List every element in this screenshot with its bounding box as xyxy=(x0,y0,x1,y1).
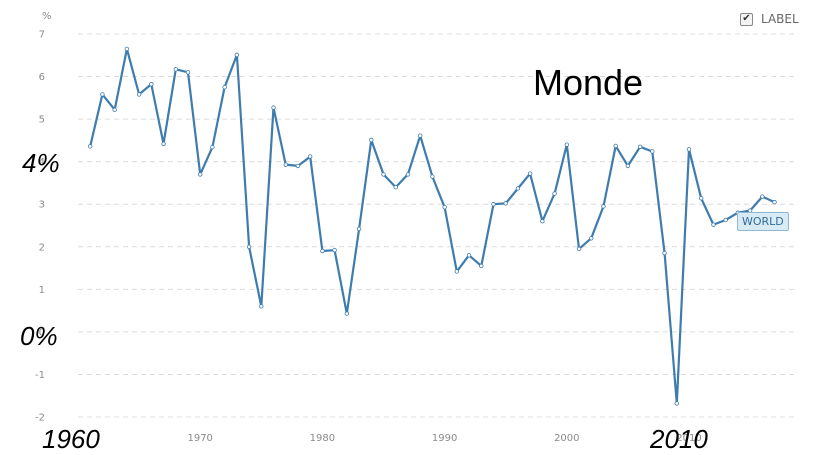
y-tick-label: 6 xyxy=(39,72,45,83)
series-world xyxy=(88,46,777,406)
data-point xyxy=(259,304,264,309)
annotation-4-percent: 4% xyxy=(22,148,60,178)
annotation-1960: 1960 xyxy=(42,424,100,454)
x-tick-label: 1990 xyxy=(432,433,457,444)
label-toggle-text: LABEL xyxy=(761,12,799,26)
data-point xyxy=(723,217,728,223)
data-point xyxy=(246,244,252,249)
x-tick-label: 2010 xyxy=(676,433,701,444)
data-point xyxy=(674,401,679,406)
data-point xyxy=(320,248,325,254)
data-point xyxy=(430,174,435,179)
x-tick-label: 1980 xyxy=(310,433,335,444)
data-point xyxy=(197,172,203,177)
data-point xyxy=(210,144,215,150)
data-point xyxy=(662,250,667,256)
y-tick-label: 3 xyxy=(39,200,45,211)
data-point xyxy=(234,52,240,58)
y-tick-label: 1 xyxy=(39,285,45,296)
x-tick-label: 2000 xyxy=(554,433,579,444)
y-tick-label: -1 xyxy=(35,370,45,381)
data-point xyxy=(295,163,301,169)
data-point xyxy=(332,247,337,253)
data-point xyxy=(491,202,496,207)
data-point xyxy=(100,92,105,97)
data-point xyxy=(136,92,142,97)
y-tick-label: 2 xyxy=(39,242,45,253)
data-point xyxy=(576,246,582,252)
data-point xyxy=(356,226,362,232)
data-point xyxy=(405,172,411,177)
data-point xyxy=(711,222,716,227)
data-point xyxy=(613,143,618,149)
y-tick-label: 7 xyxy=(39,30,45,41)
data-point xyxy=(527,171,533,176)
y-tick-label: 5 xyxy=(39,115,45,126)
label-toggle[interactable]: ✔ LABEL xyxy=(740,12,799,26)
data-point xyxy=(307,154,313,159)
data-point xyxy=(601,204,606,209)
data-point xyxy=(149,82,154,87)
data-point xyxy=(161,141,166,146)
data-point xyxy=(564,142,569,147)
data-point xyxy=(393,184,398,190)
series-tag-world: WORLD xyxy=(737,212,789,231)
y-unit-label: % xyxy=(42,11,52,22)
data-point xyxy=(283,162,288,167)
data-point xyxy=(271,105,276,110)
y-tick-label: 4 xyxy=(39,157,45,168)
y-axis-ticks: 7 6 5 4 3 2 1 0 -1 -2 xyxy=(35,30,45,424)
chart-title: Monde xyxy=(533,62,644,103)
data-point xyxy=(589,236,594,241)
data-point xyxy=(503,201,508,206)
data-point xyxy=(540,219,545,224)
data-point xyxy=(88,144,93,149)
annotation-0-percent: 0% xyxy=(20,321,58,351)
data-point xyxy=(417,133,423,138)
data-point xyxy=(479,263,484,269)
data-point xyxy=(515,186,521,191)
data-point xyxy=(625,163,631,169)
y-tick-label: -2 xyxy=(35,413,45,424)
data-point xyxy=(442,205,447,210)
data-point xyxy=(124,46,130,52)
checkbox-icon[interactable]: ✔ xyxy=(740,12,753,26)
data-point xyxy=(552,191,557,196)
data-point xyxy=(466,253,472,258)
data-point xyxy=(112,107,117,112)
y-tick-label: 0 xyxy=(39,327,45,338)
data-point xyxy=(173,67,178,72)
x-tick-label: 1970 xyxy=(187,433,212,444)
data-point xyxy=(650,149,655,154)
data-point xyxy=(185,70,191,75)
data-point xyxy=(344,311,350,316)
gridlines xyxy=(78,33,798,418)
data-point xyxy=(222,84,227,90)
data-point xyxy=(772,199,777,205)
data-point xyxy=(686,147,692,152)
data-point xyxy=(369,137,374,143)
annotation-2010: 2010 xyxy=(650,424,708,454)
series-line xyxy=(89,47,775,405)
data-point xyxy=(637,144,643,149)
x-axis-ticks: 1970 1980 1990 2000 2010 xyxy=(187,433,701,444)
data-point xyxy=(381,172,386,177)
data-point xyxy=(699,196,704,201)
data-point xyxy=(760,194,765,199)
data-point xyxy=(454,269,460,274)
